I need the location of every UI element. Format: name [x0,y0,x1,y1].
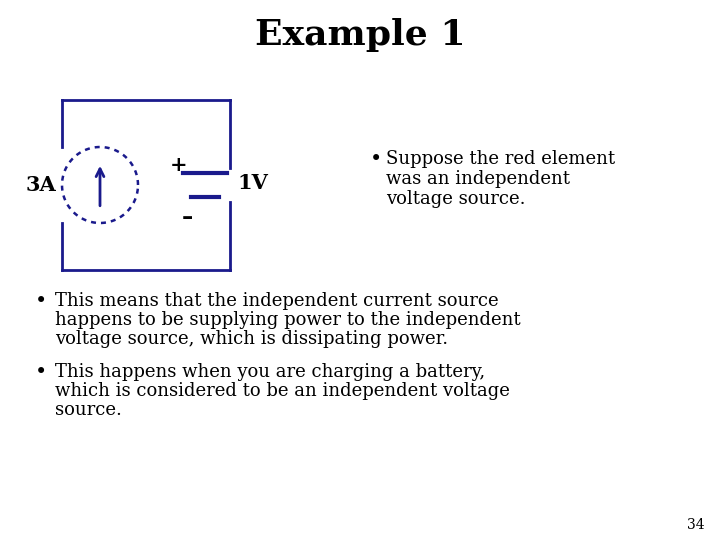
Text: Example 1: Example 1 [255,18,465,52]
Text: 1V: 1V [237,173,268,193]
Text: •: • [35,363,48,382]
Text: 34: 34 [688,518,705,532]
Text: was an independent: was an independent [386,170,570,188]
Text: +: + [170,155,188,175]
Text: •: • [370,150,382,169]
Text: voltage source, which is dissipating power.: voltage source, which is dissipating pow… [55,330,448,348]
Text: source.: source. [55,401,122,419]
Text: Suppose the red element: Suppose the red element [386,150,615,168]
Text: happens to be supplying power to the independent: happens to be supplying power to the ind… [55,311,521,329]
Text: This means that the independent current source: This means that the independent current … [55,292,499,310]
Text: 3A: 3A [25,175,56,195]
Text: which is considered to be an independent voltage: which is considered to be an independent… [55,382,510,400]
Text: –: – [181,207,193,229]
Text: This happens when you are charging a battery,: This happens when you are charging a bat… [55,363,485,381]
Text: •: • [35,292,48,311]
Text: voltage source.: voltage source. [386,190,526,208]
